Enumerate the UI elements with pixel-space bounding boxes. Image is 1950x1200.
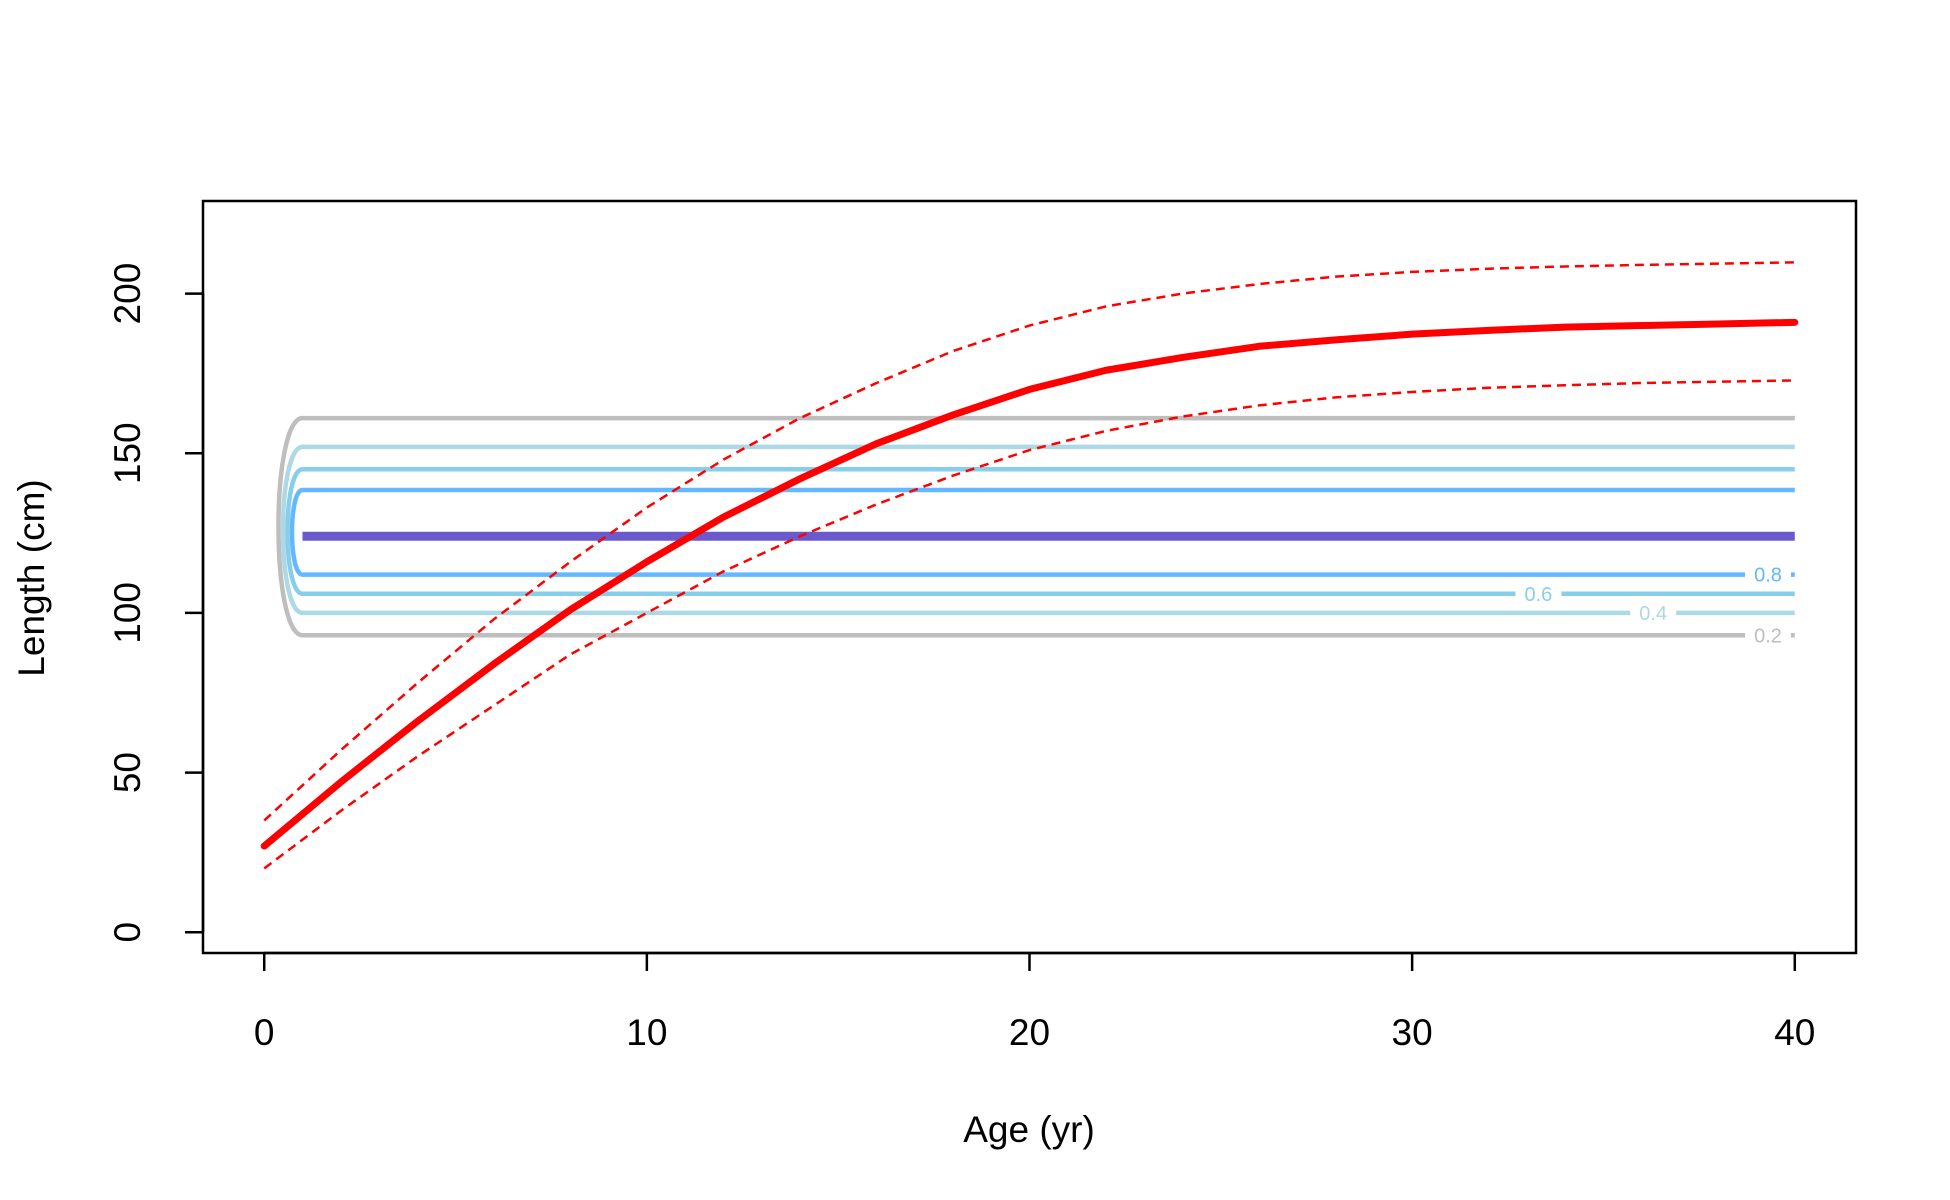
upper-interval-line xyxy=(263,261,1795,822)
y-tick-label: 0 xyxy=(107,922,148,943)
contour-layer: 0.2 0.4 0.6 0.8 xyxy=(276,415,1795,650)
contour-0.6 xyxy=(285,466,1795,597)
y-tick-label: 150 xyxy=(107,422,148,484)
contour-0.2 xyxy=(276,415,1795,638)
x-tick-label: 40 xyxy=(1774,1012,1815,1053)
y-tick-label: 50 xyxy=(107,752,148,793)
contour-0.4 xyxy=(280,444,1795,616)
contour-label-0.6: 0.6 xyxy=(1525,584,1553,606)
x-tick-label: 10 xyxy=(626,1012,667,1053)
contour-label-gap xyxy=(1744,621,1791,650)
y-axis-title: Length (cm) xyxy=(11,479,52,676)
lower-interval-line xyxy=(263,379,1795,870)
mean-growth-line xyxy=(260,318,1799,850)
contour-label-0.2: 0.2 xyxy=(1754,625,1782,647)
plot-frame xyxy=(201,199,1858,955)
y-tick-label: 100 xyxy=(107,582,148,644)
y-tick-label: 200 xyxy=(107,263,148,325)
x-axis-title: Age (yr) xyxy=(963,1109,1095,1150)
contour-label-0.4: 0.4 xyxy=(1639,603,1667,625)
x-tick-label: 20 xyxy=(1009,1012,1050,1053)
x-tick-label: 30 xyxy=(1392,1012,1433,1053)
growth-curve-layer xyxy=(260,261,1799,870)
contour-label-0.8: 0.8 xyxy=(1754,565,1782,587)
contour-label-gap xyxy=(1515,579,1562,608)
x-tick-label: 0 xyxy=(254,1012,275,1053)
contour-label-gap xyxy=(1744,560,1791,589)
contour-0.8 xyxy=(289,487,1795,577)
contour-label-gap xyxy=(1630,598,1677,627)
y-axis: 0 50 100 150 200 xyxy=(107,263,205,943)
x-axis: 0 10 20 30 40 xyxy=(254,951,1815,1053)
